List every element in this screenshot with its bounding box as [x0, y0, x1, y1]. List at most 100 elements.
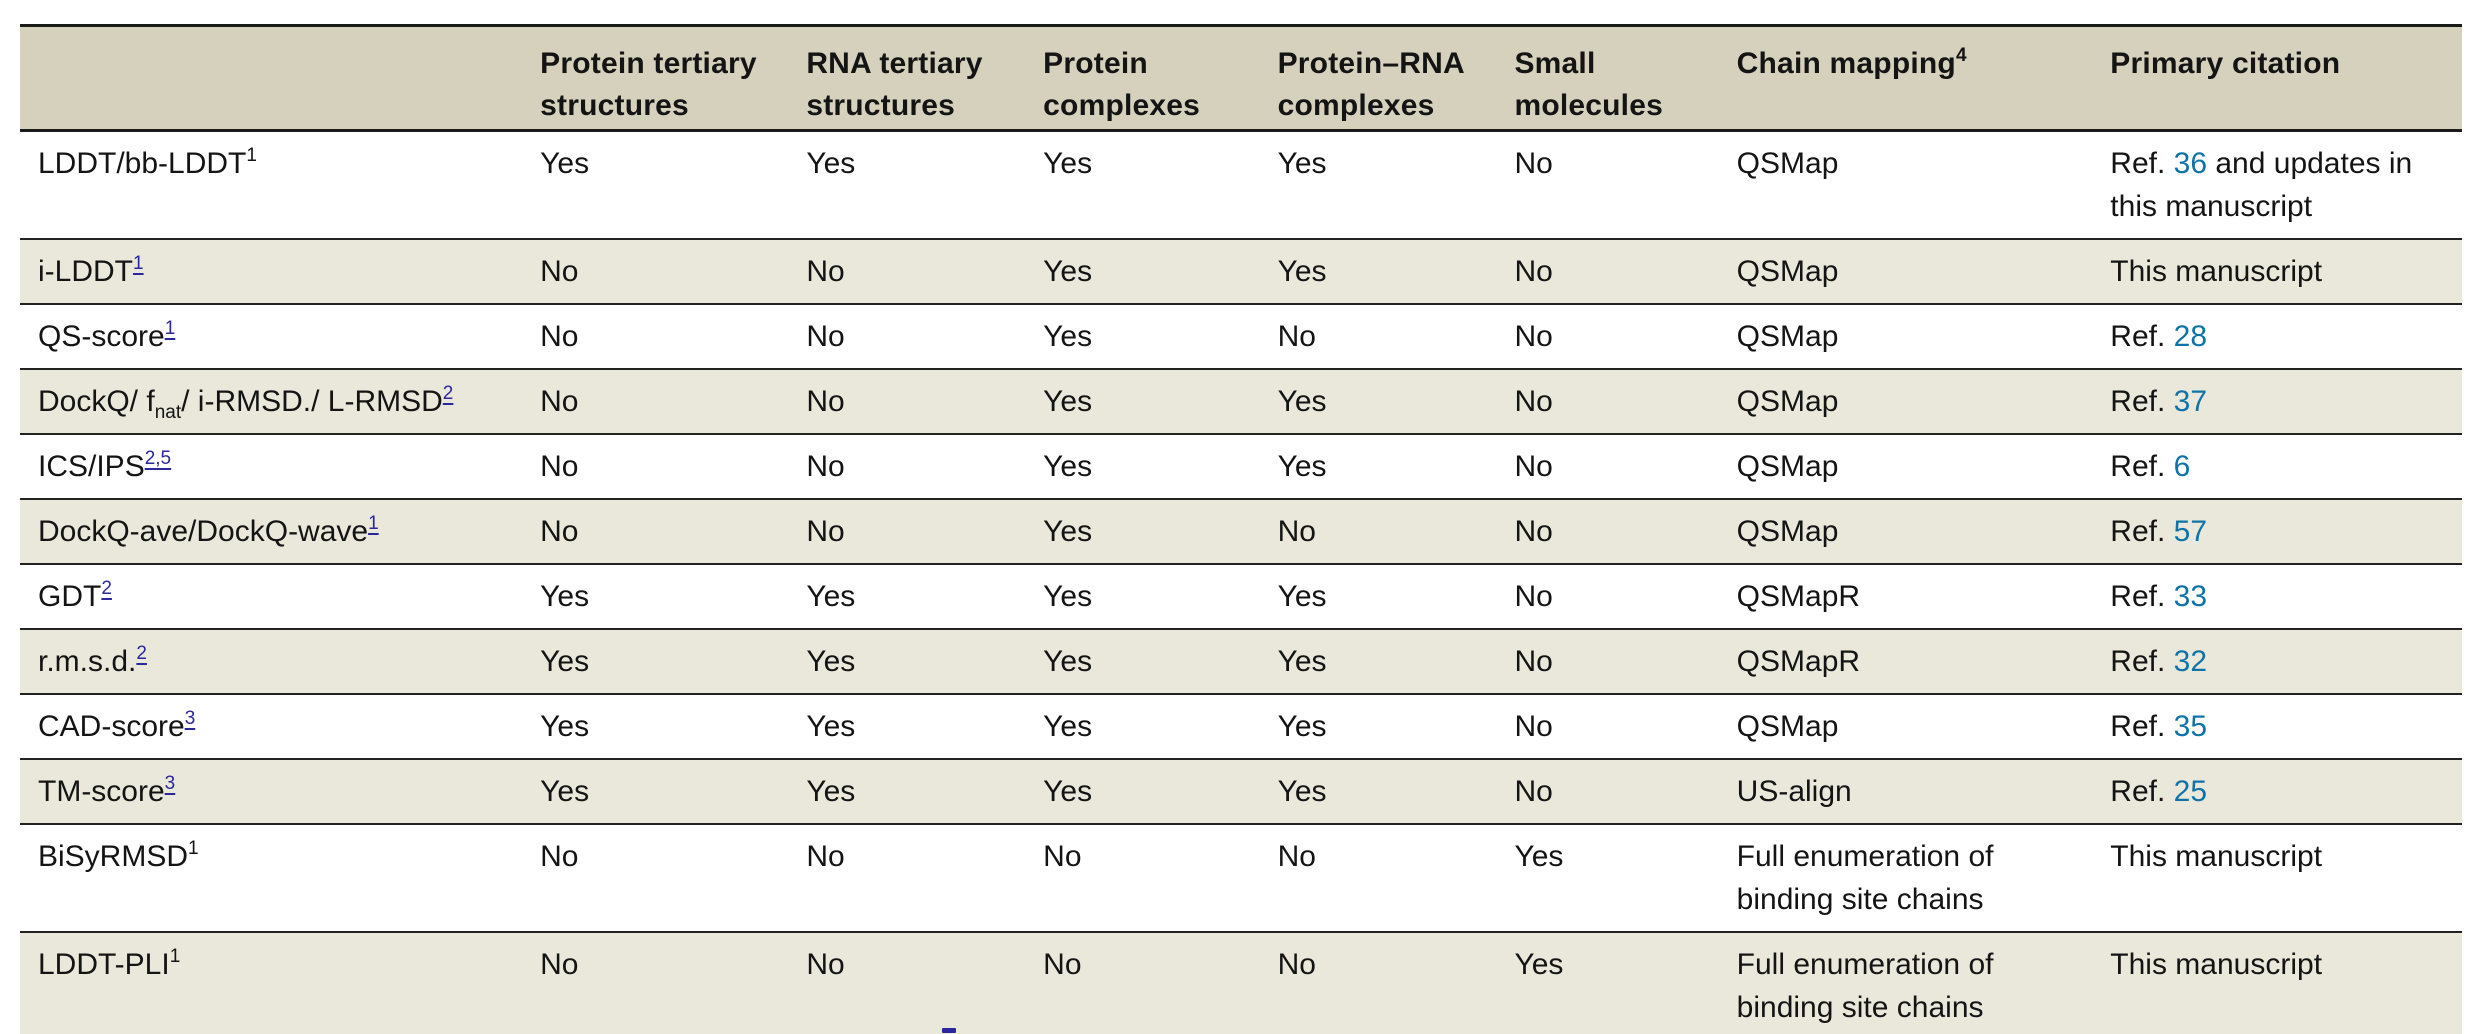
- reference-link[interactable]: 28: [2173, 320, 2208, 353]
- chain-mapping-cell: Full enumeration of binding site chains: [1736, 840, 1994, 916]
- value-cell: Yes: [1043, 255, 1093, 288]
- footnote-link[interactable]: 2,5: [144, 448, 172, 469]
- text-part: Ref.: [2110, 450, 2174, 483]
- value-cell: Yes: [540, 580, 590, 613]
- value-cell: Yes: [1277, 147, 1327, 180]
- chain-mapping-cell: QSMap: [1736, 147, 1839, 180]
- metric-cell: BiSyRMSD1: [20, 824, 540, 932]
- chain-mapping-cell: US-align: [1736, 775, 1852, 808]
- value-cell: Yes: [1277, 385, 1327, 418]
- table-row: QS-score1 No No Yes No No QSMap Ref. 28: [20, 304, 2462, 369]
- metric-column-header: [20, 26, 540, 131]
- value-cell: Yes: [806, 147, 856, 180]
- footnote-link[interactable]: 1: [164, 318, 176, 339]
- reference-link[interactable]: 37: [2173, 385, 2208, 418]
- footnote-superscript: 1: [246, 145, 257, 166]
- text-part: This manuscript: [2110, 255, 2323, 288]
- value-cell: Yes: [1514, 948, 1564, 981]
- text-part: Small molecules: [1514, 47, 1663, 122]
- value-cell: Yes: [1043, 515, 1093, 548]
- value-cell: No: [1514, 710, 1553, 743]
- text-part: CAD-score: [38, 710, 185, 743]
- citation-cell: This manuscript: [2110, 824, 2462, 932]
- text-part: QS-score: [38, 320, 165, 353]
- value-cell: No: [1043, 948, 1082, 981]
- column-header: Protein complexes: [1043, 26, 1277, 131]
- footnote-link[interactable]: 1: [368, 513, 379, 534]
- value-cell: No: [540, 840, 579, 873]
- footnote-link[interactable]: 2: [136, 643, 147, 664]
- metric-cell: GDT2: [20, 564, 540, 629]
- value-cell: No: [1514, 515, 1553, 548]
- footnote-link[interactable]: 3: [164, 773, 176, 794]
- text-part: LDDT/bb-LDDT: [38, 147, 247, 180]
- value-cell: Yes: [1043, 580, 1093, 613]
- value-cell: No: [1277, 515, 1316, 548]
- reference-link[interactable]: 57: [2173, 515, 2208, 548]
- text-part: BiSyRMSD: [38, 840, 189, 873]
- text-part: Ref.: [2110, 580, 2174, 613]
- column-header: Chain mapping4: [1737, 26, 2111, 131]
- table-row: LDDT/bb-LDDT1 Yes Yes Yes Yes No QSMap Ref. 36 …: [20, 130, 2462, 239]
- text-part: Chain mapping: [1736, 47, 1956, 80]
- value-cell: No: [1514, 645, 1553, 678]
- reference-link[interactable]: 25: [2173, 775, 2208, 808]
- value-cell: Yes: [1277, 710, 1327, 743]
- citation-cell: Ref. 37: [2110, 369, 2462, 434]
- metric-cell: TM-score3: [20, 759, 540, 824]
- footnote-link[interactable]: 2: [101, 578, 112, 599]
- table-row: LDDT-PLI1 No No No No Yes Full enumeration of …: [20, 932, 2462, 1034]
- text-part: Protein complexes: [1043, 47, 1201, 122]
- value-cell: Yes: [1277, 450, 1327, 483]
- footnote-link[interactable]: 2: [442, 383, 454, 404]
- text-part: Ref.: [2110, 385, 2174, 418]
- value-cell: Yes: [540, 775, 590, 808]
- value-cell: No: [540, 255, 579, 288]
- citation-cell: Ref. 32: [2110, 629, 2462, 694]
- citation-cell: This manuscript: [2110, 239, 2462, 304]
- footnote-link[interactable]: 1: [133, 253, 144, 274]
- reference-link[interactable]: 36: [2173, 147, 2208, 180]
- footnote-superscript: 1: [188, 838, 199, 859]
- text-part: TM-score: [38, 775, 165, 808]
- value-cell: No: [806, 450, 845, 483]
- value-cell: Yes: [806, 645, 856, 678]
- reference-link[interactable]: 6: [2173, 450, 2191, 483]
- text-part: Ref.: [2110, 320, 2174, 353]
- chain-mapping-cell: QSMap: [1736, 255, 1839, 288]
- value-cell: Yes: [806, 775, 856, 808]
- cutoff-footnote-marker: [942, 1028, 956, 1033]
- footnote-link[interactable]: 3: [184, 708, 196, 729]
- chain-mapping-cell: QSMapR: [1736, 580, 1861, 613]
- text-part: Ref.: [2110, 710, 2174, 743]
- chain-mapping-cell: QSMap: [1736, 385, 1839, 418]
- metric-cell: QS-score1: [20, 304, 540, 369]
- value-cell: No: [806, 840, 845, 873]
- value-cell: No: [1514, 775, 1553, 808]
- value-cell: Yes: [806, 580, 856, 613]
- metric-cell: i-LDDT1: [20, 239, 540, 304]
- value-cell: No: [540, 515, 579, 548]
- metric-cell: DockQ/ fnat/ i-RMSD./ L-RMSD2: [20, 369, 540, 434]
- text-part: LDDT-PLI: [38, 948, 170, 981]
- value-cell: Yes: [1277, 645, 1327, 678]
- value-cell: No: [1514, 385, 1553, 418]
- chain-mapping-cell: QSMap: [1736, 710, 1839, 743]
- value-cell: No: [806, 948, 845, 981]
- value-cell: Yes: [806, 710, 856, 743]
- text-part: / i-RMSD./ L-RMSD: [181, 385, 443, 418]
- metrics-capability-table-wrap: Protein tertiary structures RNA tertiary …: [20, 24, 2462, 1034]
- table-row: GDT2 Yes Yes Yes Yes No QSMapR Ref. 33: [20, 564, 2462, 629]
- reference-link[interactable]: 35: [2173, 710, 2208, 743]
- column-header: Small molecules: [1514, 26, 1736, 131]
- reference-link[interactable]: 33: [2173, 580, 2208, 613]
- text-part: ICS/IPS: [38, 450, 145, 483]
- value-cell: Yes: [1043, 710, 1093, 743]
- table-row: r.m.s.d.2 Yes Yes Yes Yes No QSMapR Ref. 32: [20, 629, 2462, 694]
- subscript-text: nat: [154, 402, 182, 423]
- text-part: This manuscript: [2110, 948, 2323, 981]
- value-cell: No: [540, 385, 579, 418]
- value-cell: No: [1514, 255, 1553, 288]
- reference-link[interactable]: 32: [2173, 645, 2208, 678]
- text-part: Ref.: [2110, 515, 2174, 548]
